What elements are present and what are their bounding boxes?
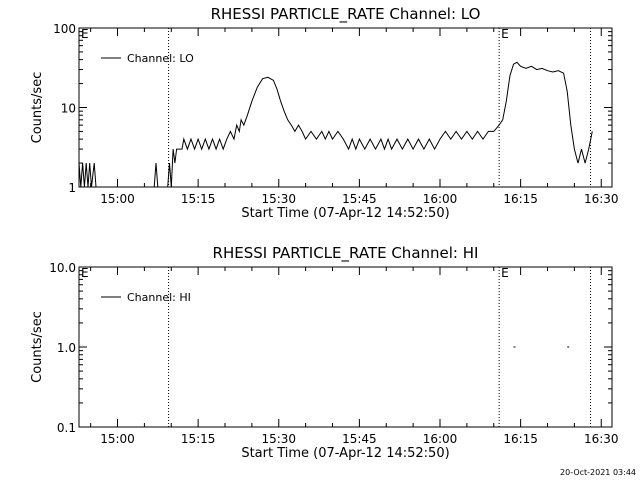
event-marker-label: E <box>501 27 509 41</box>
series-line <box>79 61 593 187</box>
y-tick-label: 0.1 <box>57 421 76 435</box>
y-tick-label: 1 <box>68 181 76 195</box>
x-tick-label: 15:30 <box>261 192 296 206</box>
footer-timestamp: 20-Oct-2021 03:44 <box>560 468 636 477</box>
panel-2: RHESSI PARTICLE_RATE Channel: HI 15:00 15:… <box>30 244 619 461</box>
y-tick-label: 100 <box>53 22 76 36</box>
x-tick-label: 16:15 <box>503 432 538 446</box>
y-tick-label: 10 <box>61 102 76 116</box>
x-axis-label: Start Time (07-Apr-12 14:52:50) <box>241 206 449 221</box>
x-tick-label: 16:30 <box>584 432 619 446</box>
x-tick-label: 15:30 <box>261 432 296 446</box>
chart-title: RHESSI PARTICLE_RATE Channel: HI <box>213 244 479 263</box>
x-tick-label: 15:00 <box>100 432 135 446</box>
x-tick-label: 16:30 <box>584 192 619 206</box>
event-marker-label: E <box>501 266 509 280</box>
y-axis-label: Counts/sec <box>30 311 45 383</box>
panel-1: RHESSI PARTICLE_RATE Channel: LO 15:00 15:… <box>30 5 619 221</box>
legend-entry: Channel: HI <box>127 291 191 304</box>
x-tick-label: 15:00 <box>100 192 135 206</box>
y-tick-label: 1.0 <box>57 341 76 355</box>
corner-label: E <box>81 266 89 280</box>
x-tick-label: 15:45 <box>342 432 377 446</box>
x-tick-label: 16:00 <box>423 192 458 206</box>
x-tick-label: 16:00 <box>423 432 458 446</box>
y-axis-label: Counts/sec <box>30 72 45 144</box>
y-tick-label: 10.0 <box>49 261 76 275</box>
x-tick-label: 16:15 <box>503 192 538 206</box>
x-tick-label: 15:45 <box>342 192 377 206</box>
x-tick-label: 15:15 <box>181 192 216 206</box>
legend-entry: Channel: LO <box>127 52 194 65</box>
x-tick-label: 15:15 <box>181 432 216 446</box>
x-axis-label: Start Time (07-Apr-12 14:52:50) <box>241 446 449 461</box>
corner-label: E <box>81 27 89 41</box>
series-point <box>567 346 570 348</box>
chart-title: RHESSI PARTICLE_RATE Channel: LO <box>211 5 481 24</box>
series-point <box>513 346 516 348</box>
